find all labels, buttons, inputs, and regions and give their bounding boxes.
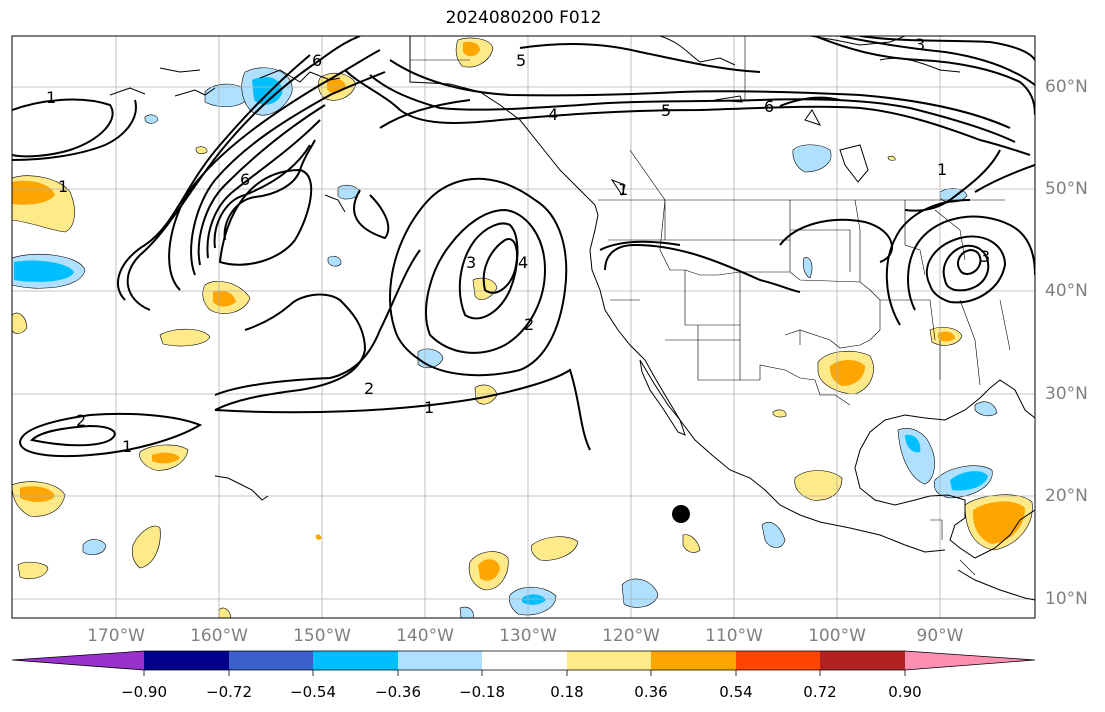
lon-label: 110°W: [705, 626, 763, 646]
contour-label: 3: [466, 253, 476, 272]
contour-label: 1: [937, 160, 947, 179]
lat-label: 40°N: [1045, 281, 1088, 301]
colorbar: [12, 651, 1035, 676]
lat-label: 60°N: [1045, 77, 1088, 97]
contour-label: 2: [76, 411, 86, 430]
colorbar-tick-label: −0.54: [290, 683, 336, 701]
colorbar-segment: [482, 651, 567, 670]
contour-label: 1: [618, 180, 628, 199]
colorbar-tick-label: 0.54: [719, 683, 752, 701]
colorbar-tick-label: 0.90: [888, 683, 921, 701]
contour-label: 6: [764, 97, 774, 116]
lon-label: 130°W: [499, 626, 557, 646]
colorbar-segment: [567, 651, 651, 670]
lon-label: 90°W: [917, 626, 964, 646]
contour-label: 2: [364, 379, 374, 398]
contour-label: 1: [58, 177, 68, 196]
contour-label: 1: [424, 398, 434, 417]
colorbar-tick-label: 0.72: [803, 683, 836, 701]
colorbar-extend-low: [12, 651, 144, 670]
colorbar-tick-label: 0.18: [550, 683, 583, 701]
contour-label: 4: [518, 253, 528, 272]
lat-label: 50°N: [1045, 179, 1088, 199]
contour-label: 4: [548, 105, 558, 124]
weather-map: 1 1 1 1 1 1 2 2 2 3 3 3 4 4 5 5 6 6 6: [0, 0, 1105, 712]
colorbar-segment: [144, 651, 229, 670]
lon-label: 140°W: [396, 626, 454, 646]
colorbar-tick-label: 0.36: [634, 683, 667, 701]
lat-label: 10°N: [1045, 589, 1088, 609]
contour-label: 6: [240, 170, 250, 189]
lon-label: 170°W: [87, 626, 145, 646]
lon-label: 160°W: [190, 626, 248, 646]
contour-lines: [12, 36, 1035, 456]
colorbar-tick-label: −0.36: [375, 683, 421, 701]
colorbar-segment: [398, 651, 482, 670]
storm-location-dot: [672, 505, 690, 523]
contour-label: 6: [312, 51, 322, 70]
lon-label: 120°W: [602, 626, 660, 646]
contour-label: 1: [46, 88, 56, 107]
contour-label: 2: [524, 315, 534, 334]
lon-label: 150°W: [293, 626, 351, 646]
colorbar-segment: [229, 651, 313, 670]
contour-label: 3: [980, 247, 990, 266]
colorbar-extend-high: [905, 651, 1035, 670]
shaded-fields: [12, 38, 1032, 618]
colorbar-tick-label: −0.90: [121, 683, 167, 701]
colorbar-segment: [651, 651, 736, 670]
lat-label: 20°N: [1045, 486, 1088, 506]
contour-label: 3: [915, 35, 925, 54]
colorbar-tick-label: −0.72: [206, 683, 252, 701]
colorbar-segment: [313, 651, 398, 670]
colorbar-segment: [736, 651, 820, 670]
contour-label: 5: [516, 51, 526, 70]
colorbar-segment: [820, 651, 905, 670]
lon-label: 100°W: [808, 626, 866, 646]
colorbar-tick-label: −0.18: [459, 683, 505, 701]
contour-label: 5: [661, 101, 671, 120]
contour-label: 1: [122, 437, 132, 456]
lat-label: 30°N: [1045, 384, 1088, 404]
